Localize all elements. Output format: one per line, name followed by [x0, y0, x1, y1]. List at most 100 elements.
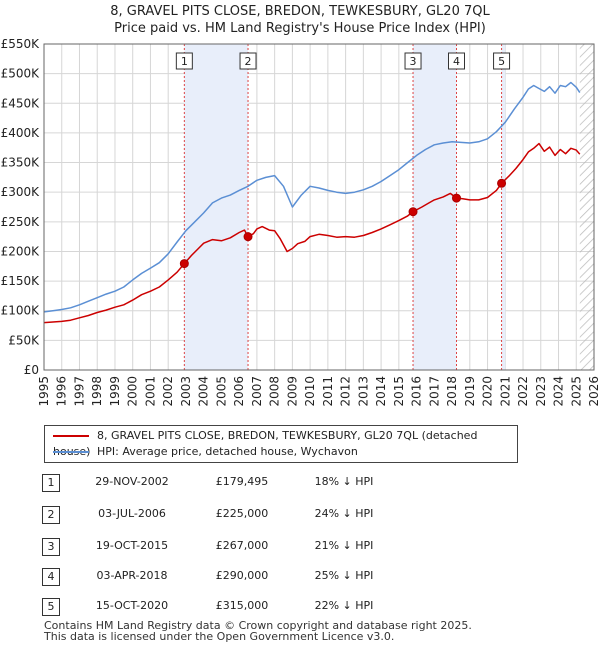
transaction-price: £290,000 — [215, 569, 269, 582]
x-tick-label: 2008 — [268, 376, 282, 407]
y-tick-label: £0 — [24, 363, 39, 377]
y-tick-label: £550K — [1, 37, 41, 51]
transaction-date: 03-JUL-2006 — [98, 507, 166, 520]
x-tick-label: 2021 — [498, 376, 512, 407]
x-tick-label: 2017 — [427, 376, 441, 407]
sale-number-label: 4 — [453, 55, 460, 68]
legend-swatch-property — [53, 435, 89, 437]
legend-label-property: 8, GRAVEL PITS CLOSE, BREDON, TEWKESBURY… — [53, 429, 478, 458]
transaction-hpi: 22% ↓ HPI — [314, 599, 374, 612]
sale-number-box — [175, 52, 193, 70]
sale-number-label: 5 — [498, 55, 505, 68]
y-tick-label: £150K — [1, 274, 41, 288]
x-tick-label: 1995 — [37, 376, 51, 407]
legend-item-hpi: HPI: Average price, detached house, Wych… — [53, 444, 358, 460]
y-tick-label: £400K — [1, 126, 41, 140]
ownership-band — [413, 44, 457, 370]
table-row: 4 03-APR-2018 £290,000 25% ↓ HPI — [42, 568, 462, 586]
sale-number-box — [493, 52, 511, 70]
y-tick-label: £200K — [1, 244, 41, 258]
x-tick-label: 2007 — [250, 376, 264, 407]
x-tick-label: 2013 — [356, 376, 370, 407]
x-tick-label: 2010 — [303, 376, 317, 407]
x-tick-label: 2026 — [587, 376, 600, 407]
footer: Contains HM Land Registry data © Crown c… — [44, 620, 472, 642]
x-tick-label: 1998 — [90, 376, 104, 407]
x-tick-label: 2001 — [143, 376, 157, 407]
transaction-hpi: 18% ↓ HPI — [314, 475, 374, 488]
transaction-date: 03-APR-2018 — [96, 569, 168, 582]
property-price-line — [43, 142, 581, 324]
x-tick-label: 2023 — [534, 376, 548, 407]
legend-label-hpi: HPI: Average price, detached house, Wych… — [97, 445, 358, 458]
sale-number-label: 1 — [181, 55, 188, 68]
chart-subtitle: Price paid vs. HM Land Registry's House … — [114, 21, 486, 36]
transaction-hpi: 25% ↓ HPI — [314, 569, 374, 582]
transaction-hpi: 21% ↓ HPI — [314, 539, 374, 552]
x-tick-label: 2005 — [214, 376, 228, 407]
y-tick-label: £350K — [1, 156, 41, 170]
transaction-date: 19-OCT-2015 — [95, 539, 169, 552]
transaction-date: 29-NOV-2002 — [95, 475, 169, 488]
transaction-price: £179,495 — [215, 475, 269, 488]
transaction-marker: 4 — [42, 568, 60, 586]
x-tick-label: 1997 — [72, 376, 86, 407]
sale-point — [497, 178, 507, 188]
transaction-marker: 2 — [42, 506, 60, 524]
x-tick-label: 2024 — [552, 376, 566, 407]
x-tick-label: 2016 — [410, 376, 424, 407]
transaction-price: £315,000 — [215, 599, 269, 612]
x-tick-label: 2011 — [321, 376, 335, 407]
plot-area — [44, 44, 594, 370]
x-tick-label: 2003 — [179, 376, 193, 407]
table-row: 3 19-OCT-2015 £267,000 21% ↓ HPI — [42, 538, 462, 556]
table-row: 5 15-OCT-2020 £315,000 22% ↓ HPI — [42, 598, 462, 616]
x-tick-label: 2014 — [374, 376, 388, 407]
x-tick-label: 1996 — [55, 376, 69, 407]
ownership-band — [501, 44, 506, 370]
sale-point — [408, 207, 418, 217]
x-tick-label: 2020 — [481, 376, 495, 407]
x-tick-label: 2000 — [126, 376, 140, 407]
ownership-band — [184, 44, 249, 370]
plot-frame — [43, 43, 595, 371]
sale-point — [452, 193, 461, 203]
price-chart: 1 2 3 4 5 £0 £50K £100K £150K £200K £250K £300K £350… — [1, 37, 600, 407]
footer-copyright: Contains HM Land Registry data © Crown c… — [44, 619, 472, 632]
sale-point — [179, 259, 189, 269]
x-tick-label: 2018 — [445, 376, 459, 407]
x-tick-label: 2025 — [569, 376, 583, 407]
sale-number-label: 2 — [245, 55, 252, 68]
x-tick-label: 2015 — [392, 376, 406, 407]
y-tick-label: £500K — [1, 67, 41, 81]
table-row: 1 29-NOV-2002 £179,495 18% ↓ HPI — [42, 474, 462, 492]
transaction-marker: 1 — [42, 474, 60, 492]
transaction-marker: 3 — [42, 538, 60, 556]
transaction-date: 15-OCT-2020 — [95, 599, 169, 612]
x-tick-label: 2009 — [285, 376, 299, 407]
x-tick-label: 2006 — [232, 376, 246, 407]
transaction-price: £225,000 — [215, 507, 269, 520]
x-tick-label: 2019 — [463, 376, 477, 407]
y-tick-label: £50K — [8, 333, 40, 347]
forecast-hatch — [579, 44, 594, 370]
sale-number-box — [448, 52, 465, 70]
x-tick-label: 2004 — [197, 376, 211, 407]
transaction-marker: 5 — [42, 598, 60, 616]
sale-number-label: 3 — [410, 55, 417, 68]
transaction-hpi: 24% ↓ HPI — [314, 507, 374, 520]
sale-number-box — [239, 52, 257, 70]
sale-number-box — [404, 52, 422, 70]
y-tick-label: £100K — [1, 304, 41, 318]
x-tick-label: 2012 — [339, 376, 353, 407]
footer-licence: This data is licensed under the Open Gov… — [44, 630, 395, 643]
x-tick-label: 2022 — [516, 376, 530, 407]
chart-legend: 8, GRAVEL PITS CLOSE, BREDON, TEWKESBURY… — [44, 425, 518, 463]
x-tick-label: 1999 — [108, 376, 122, 407]
chart-title: 8, GRAVEL PITS CLOSE, BREDON, TEWKESBURY… — [110, 4, 490, 19]
y-tick-label: £450K — [1, 96, 41, 110]
x-tick-label: 2002 — [161, 376, 175, 407]
legend-swatch-hpi — [53, 451, 89, 453]
table-row: 2 03-JUL-2006 £225,000 24% ↓ HPI — [42, 506, 462, 524]
transaction-price: £267,000 — [215, 539, 269, 552]
